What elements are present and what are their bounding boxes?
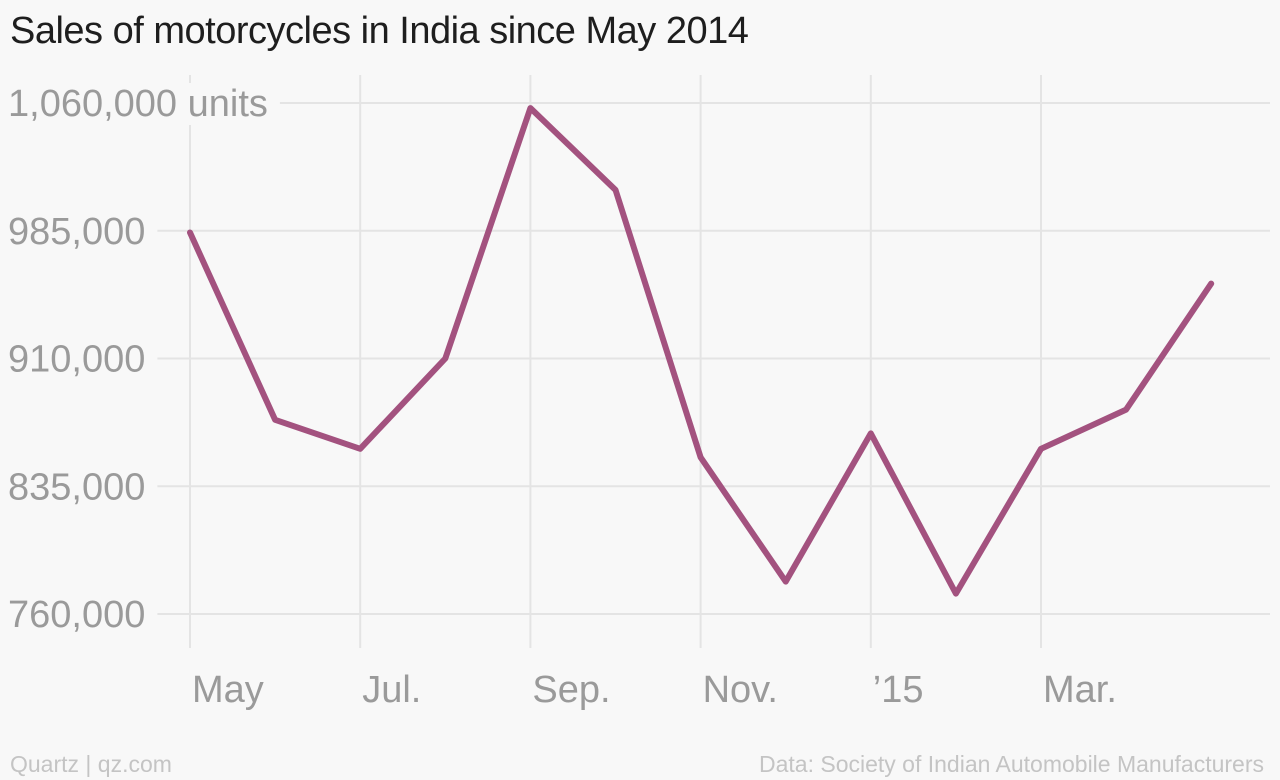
y-tick-label-background bbox=[6, 83, 280, 125]
y-tick-label: 1,060,000 units bbox=[8, 83, 268, 125]
y-axis-ticks: 1,060,000 units 985,000 910,000 835,000 760,… bbox=[6, 83, 280, 636]
y-tick-label-background bbox=[6, 466, 158, 509]
y-tick-label: 910,000 bbox=[8, 339, 145, 381]
footer-credit: Quartz | qz.com bbox=[10, 751, 172, 777]
y-tick-label-background bbox=[6, 338, 158, 381]
y-gridlines bbox=[8, 102, 1270, 615]
y-tick-label: 985,000 bbox=[8, 211, 145, 253]
x-gridlines bbox=[189, 75, 1042, 648]
y-tick-label: 835,000 bbox=[8, 466, 145, 508]
x-tick-label: Mar. bbox=[1043, 669, 1117, 711]
x-axis-ticks: May Jul. Sep. Nov. ’15 Mar. bbox=[192, 669, 1117, 711]
y-tick-label: 760,000 bbox=[8, 594, 145, 636]
x-tick-label: ’15 bbox=[873, 669, 924, 711]
x-tick-label: May bbox=[192, 669, 264, 711]
x-tick-label: Sep. bbox=[532, 669, 610, 711]
series-line bbox=[187, 105, 1215, 597]
x-tick-label: Jul. bbox=[362, 669, 421, 711]
x-tick-label: Nov. bbox=[703, 669, 778, 711]
y-tick-label-background bbox=[6, 210, 158, 253]
y-tick-label-background bbox=[6, 594, 158, 636]
footer-source: Data: Society of Indian Automobile Manuf… bbox=[758, 751, 1264, 777]
chart-title: Sales of motorcycles in India since May … bbox=[10, 10, 749, 52]
series-layer bbox=[187, 105, 1215, 597]
